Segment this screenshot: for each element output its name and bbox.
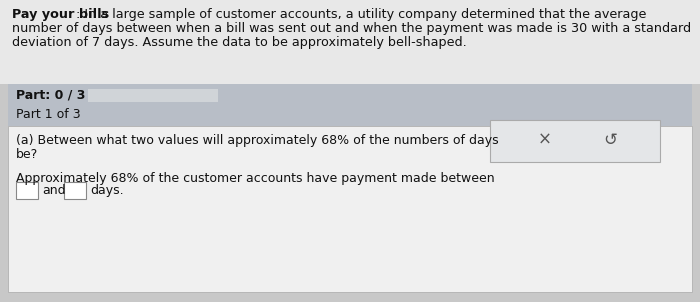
Text: : In a large sample of customer accounts, a utility company determined that the : : In a large sample of customer accounts…: [76, 8, 646, 21]
Bar: [8, 126, 692, 292]
Text: ×: ×: [538, 131, 552, 149]
Bar: [88, 89, 218, 102]
Bar: [8, 84, 692, 106]
Text: number of days between when a bill was sent out and when the payment was made is: number of days between when a bill was s…: [12, 22, 691, 35]
Text: ↺: ↺: [603, 131, 617, 149]
Bar: [64, 182, 86, 199]
Bar: [490, 120, 660, 162]
Bar: [0, 0, 700, 84]
Text: Part 1 of 3: Part 1 of 3: [16, 108, 80, 121]
Text: Part: 0 / 3: Part: 0 / 3: [16, 88, 85, 101]
Text: days.: days.: [90, 184, 124, 197]
Text: be?: be?: [16, 148, 38, 161]
Text: Approximately 68% of the customer accounts have payment made between: Approximately 68% of the customer accoun…: [16, 172, 495, 185]
Text: and: and: [42, 184, 66, 197]
Bar: [8, 106, 692, 126]
Text: deviation of 7 days. Assume the data to be approximately bell-shaped.: deviation of 7 days. Assume the data to …: [12, 36, 467, 49]
Bar: [16, 182, 38, 199]
Text: Pay your bills: Pay your bills: [12, 8, 109, 21]
Text: (a) Between what two values will approximately 68% of the numbers of days: (a) Between what two values will approxi…: [16, 134, 498, 147]
